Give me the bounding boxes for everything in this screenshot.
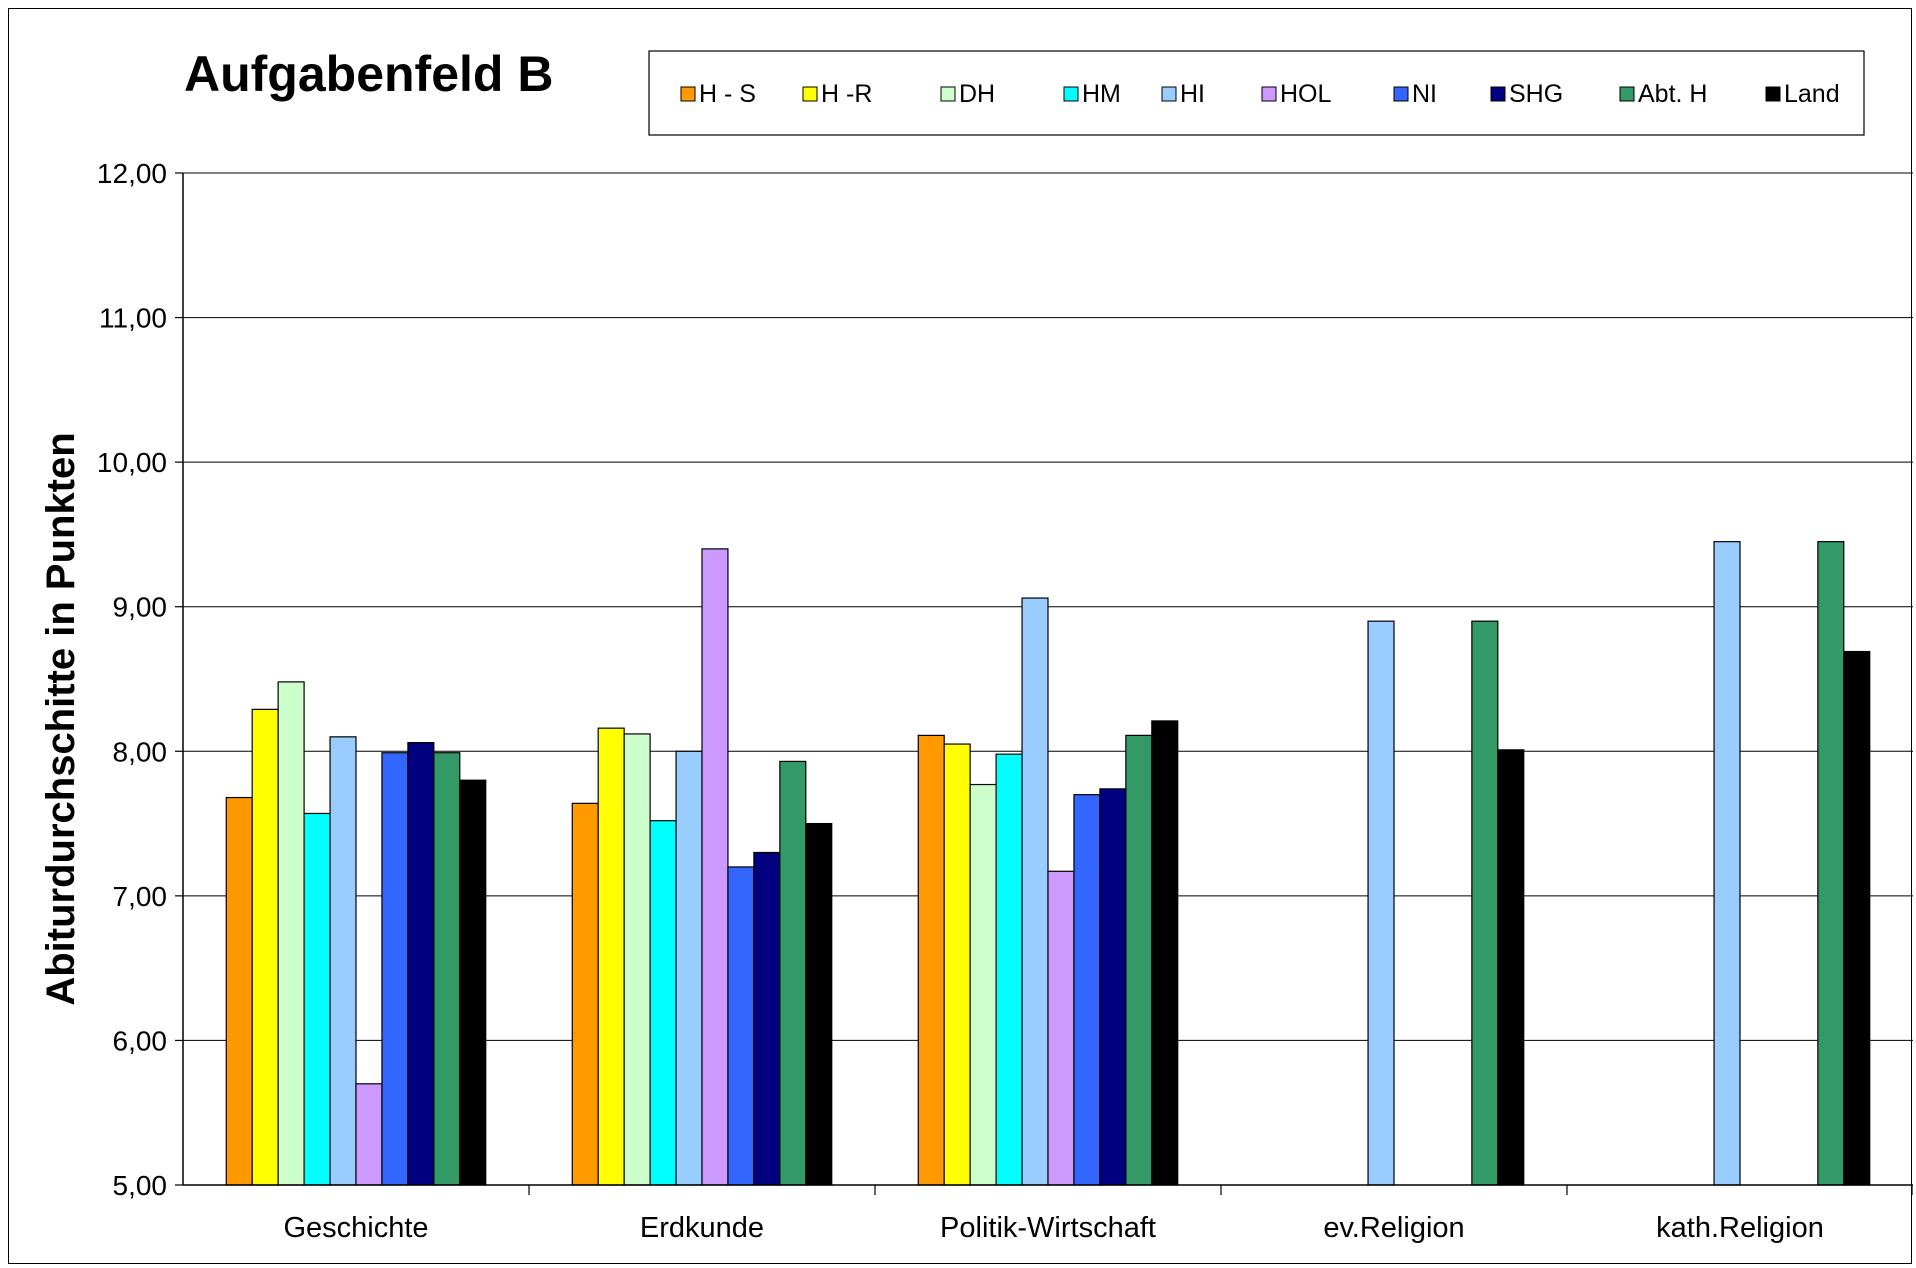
legend-swatch: [940, 86, 956, 102]
bar: [1047, 870, 1075, 1186]
bar: [251, 708, 279, 1186]
legend: H - S H -R DH HM HI HOL NI SHG Abt. H Land: [680, 80, 1840, 108]
legend-label: HI: [1180, 80, 1205, 108]
y-tick-label: 6,00: [113, 1025, 168, 1056]
bar: [1099, 788, 1127, 1186]
bar: [727, 866, 755, 1186]
bar: [1125, 734, 1153, 1186]
bar: [459, 779, 487, 1186]
bar: [1817, 541, 1845, 1186]
bar: [225, 796, 253, 1186]
legend-label: NI: [1412, 80, 1437, 108]
legend-swatch: [1161, 86, 1177, 102]
legend-label: H -R: [821, 80, 872, 108]
legend-swatch: [1261, 86, 1277, 102]
legend-box: [648, 50, 1865, 136]
y-axis-label: Abiturdurchschitte in Punkten: [39, 432, 83, 1005]
legend-label: HM: [1082, 80, 1121, 108]
axes: 5,00 6,00 7,00 8,00 9,00 10,00 11,00 12,00 Gesch…: [97, 158, 1913, 1244]
x-category-label: Geschichte: [283, 1212, 428, 1244]
legend-label: DH: [959, 80, 995, 108]
bar: [943, 743, 971, 1186]
bar: [597, 727, 625, 1186]
y-tick-label: 12,00: [97, 158, 167, 189]
legend-swatch: [680, 86, 696, 102]
bar: [753, 851, 781, 1186]
y-tick-label: 8,00: [113, 736, 168, 767]
bar: [571, 802, 599, 1186]
chart-frame: Aufgabenfeld B Abiturdurchschitte in Pun…: [8, 8, 1913, 1264]
bar: [623, 733, 651, 1186]
bar: [917, 734, 945, 1186]
chart-canvas: Aufgabenfeld B Abiturdurchschitte in Pun…: [39, 46, 1913, 1244]
y-tick-label: 7,00: [113, 881, 168, 912]
x-category-label: kath.Religion: [1656, 1212, 1824, 1244]
bar: [649, 820, 677, 1186]
y-tick-label: 5,00: [113, 1170, 168, 1201]
legend-label: Land: [1784, 80, 1840, 108]
bar: [355, 1083, 383, 1186]
bar: [805, 822, 833, 1186]
legend-label: H - S: [699, 80, 756, 108]
y-tick-label: 9,00: [113, 592, 168, 623]
y-tick-label: 10,00: [97, 447, 167, 478]
legend-label: Abt. H: [1638, 80, 1707, 108]
bars: [225, 541, 1871, 1186]
legend-swatch: [1393, 86, 1409, 102]
y-tick-label: 11,00: [99, 303, 167, 334]
bar: [969, 783, 997, 1186]
legend-swatch: [1765, 86, 1781, 102]
bar: [779, 760, 807, 1186]
bar: [675, 750, 703, 1186]
bar: [277, 681, 305, 1186]
bar: [995, 753, 1023, 1186]
legend-label: SHG: [1509, 80, 1563, 108]
legend-swatch: [1490, 86, 1506, 102]
bar: [1021, 597, 1049, 1186]
bar: [1367, 620, 1395, 1186]
bar: [303, 812, 331, 1186]
bar: [701, 548, 729, 1186]
bar: [1843, 650, 1871, 1186]
legend-swatch: [1619, 86, 1635, 102]
bar: [1497, 749, 1525, 1186]
x-category-label: ev.Religion: [1323, 1212, 1464, 1244]
bar: [1713, 541, 1741, 1186]
bar: [1471, 620, 1499, 1186]
bar: [1073, 794, 1101, 1186]
x-category-label: Politik-Wirtschaft: [940, 1212, 1156, 1244]
legend-swatch: [1063, 86, 1079, 102]
bar: [407, 742, 435, 1186]
bar: [381, 752, 409, 1186]
legend-label: HOL: [1280, 80, 1332, 108]
chart-title: Aufgabenfeld B: [184, 46, 553, 102]
legend-swatch: [802, 86, 818, 102]
bar: [433, 752, 461, 1186]
bar: [329, 736, 357, 1186]
bar: [1151, 720, 1179, 1186]
x-category-label: Erdkunde: [640, 1212, 764, 1244]
